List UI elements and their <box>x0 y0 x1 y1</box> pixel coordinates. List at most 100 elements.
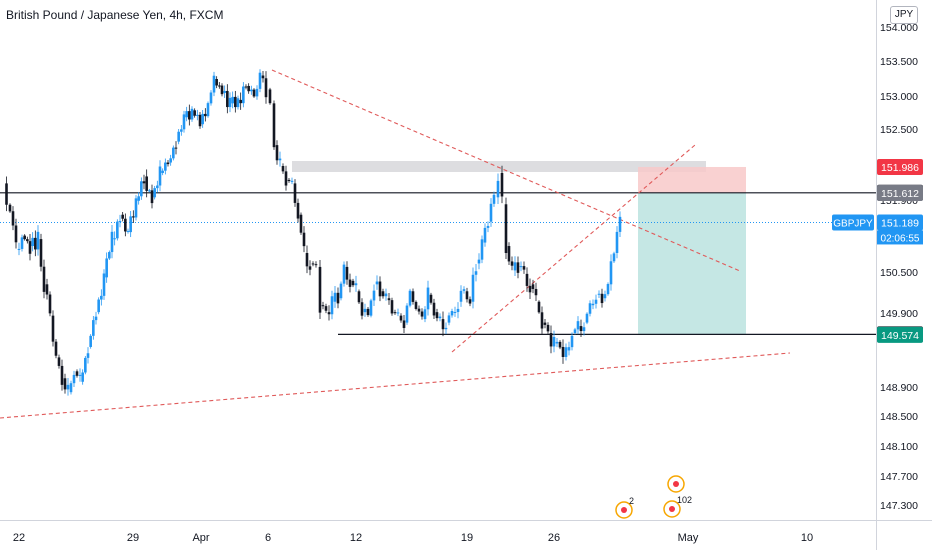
candle-body <box>429 294 433 303</box>
candle-body <box>324 306 328 311</box>
candle-body <box>45 284 49 295</box>
candle-body <box>174 147 178 149</box>
event-count: 102 <box>677 495 692 505</box>
x-tick-label: Apr <box>192 532 209 544</box>
candle-body <box>540 312 544 329</box>
candle-body <box>92 320 95 336</box>
candle-body <box>579 326 583 332</box>
candle-body <box>456 308 460 312</box>
candle-body <box>272 103 276 148</box>
symbol-tag: GBPJPY <box>832 214 874 231</box>
candle-body <box>558 341 562 348</box>
candle-body <box>261 75 265 79</box>
candle-body <box>287 179 291 182</box>
candle-body <box>378 281 382 297</box>
candle-body <box>576 321 580 330</box>
price-axis-panel <box>876 0 932 550</box>
candle-body <box>420 311 424 317</box>
candle-body <box>268 89 272 104</box>
candle-body <box>492 194 496 204</box>
price-label-bg <box>877 214 923 231</box>
candle-body <box>318 266 322 313</box>
candle-body <box>102 273 106 296</box>
candle-body <box>188 111 191 120</box>
candle-body <box>399 315 403 321</box>
candle-body <box>348 279 352 287</box>
candle-body <box>465 291 469 300</box>
candle-body <box>339 283 343 299</box>
candle-body <box>299 214 303 233</box>
candle-body <box>284 171 288 186</box>
candle-body <box>342 264 346 284</box>
candle-body <box>573 329 577 334</box>
x-tick-label: 10 <box>801 532 813 544</box>
candle-body <box>247 85 250 92</box>
symbol-tag-text: GBPJPY <box>833 218 873 229</box>
candle-body <box>618 216 622 232</box>
candle-body <box>228 97 232 108</box>
candle-body <box>486 225 490 228</box>
candle-body <box>372 290 376 301</box>
candle-body <box>108 252 111 259</box>
candle-body <box>118 221 122 223</box>
candle-body <box>570 335 574 348</box>
resistance-zone <box>292 161 706 172</box>
candle-body <box>63 378 67 390</box>
candle-body <box>190 108 194 120</box>
candle-body <box>396 312 400 314</box>
take-profit-zone <box>638 193 746 335</box>
price-label-text: 151.612 <box>881 188 919 200</box>
event-marker-dot <box>673 481 679 487</box>
candle-body <box>549 333 553 347</box>
candle-body <box>220 85 224 95</box>
y-tick-label: 150.500 <box>880 267 918 279</box>
candle-body <box>305 253 309 267</box>
candle-body <box>86 353 90 358</box>
candle-body <box>26 239 29 242</box>
candle-body <box>209 92 213 104</box>
currency-badge[interactable]: JPY <box>890 6 918 24</box>
candle-body <box>546 324 550 332</box>
candle-body <box>591 303 595 306</box>
candle-body <box>72 374 76 384</box>
candle-body <box>239 99 242 104</box>
candle-body <box>204 113 207 117</box>
y-tick-label: 153.000 <box>880 91 918 103</box>
candle-body <box>510 261 514 266</box>
candle-body <box>244 86 248 88</box>
candle-body <box>507 246 511 262</box>
candle-body <box>519 266 523 268</box>
candle-body <box>142 181 146 184</box>
candle-body <box>177 131 180 142</box>
candle-body <box>435 312 439 319</box>
candle-body <box>60 365 64 385</box>
candle-body <box>345 266 349 280</box>
price-label: 149.574 <box>877 326 923 343</box>
candle-body <box>20 237 24 249</box>
price-label-bg <box>877 326 923 343</box>
candle-body <box>612 253 616 262</box>
candle-body <box>534 288 538 296</box>
ascending-trendline <box>451 144 696 353</box>
candle-body <box>212 75 216 93</box>
candle-body <box>444 327 448 330</box>
candle-body <box>97 299 100 313</box>
candle-body <box>450 311 454 316</box>
candle-body <box>597 293 601 295</box>
candle-body <box>48 294 52 314</box>
candle-body <box>185 111 188 118</box>
y-tick-label: 153.500 <box>880 56 918 68</box>
candle-body <box>293 183 297 203</box>
candle-body <box>423 309 427 320</box>
candle-body <box>158 166 162 186</box>
candle-body <box>594 299 598 304</box>
candle-body <box>405 305 409 323</box>
candle-body <box>226 90 229 108</box>
candle-body <box>531 284 535 289</box>
candle-body <box>360 302 364 316</box>
candle-body <box>468 299 472 304</box>
candle-body <box>500 172 504 197</box>
candle-body <box>57 357 61 366</box>
